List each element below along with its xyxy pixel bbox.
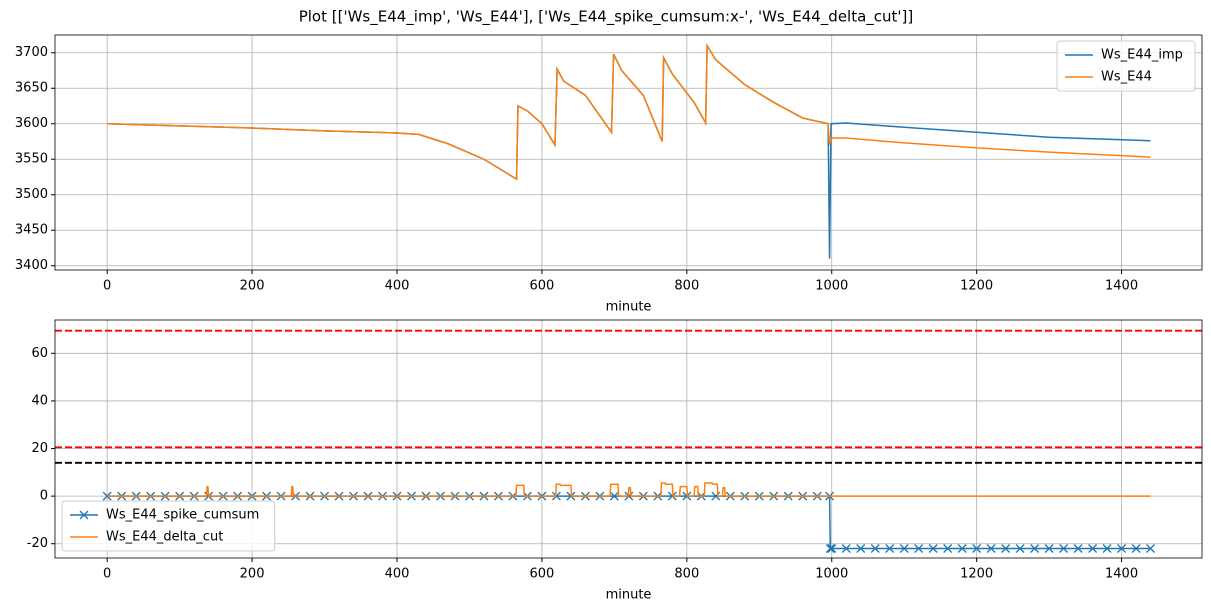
marker bbox=[899, 544, 909, 553]
marker bbox=[1088, 544, 1098, 553]
x-tick-label: 1000 bbox=[815, 279, 848, 294]
series-line bbox=[107, 43, 1151, 259]
y-tick-label: 3450 bbox=[15, 223, 48, 238]
marker bbox=[609, 491, 619, 501]
legend-box bbox=[61, 500, 276, 552]
marker bbox=[856, 544, 866, 553]
series-line bbox=[107, 43, 1151, 181]
x-tick-label: 600 bbox=[529, 567, 554, 582]
x-tick-label: 800 bbox=[674, 567, 699, 582]
y-tick-label: 3550 bbox=[15, 152, 48, 167]
x-tick-label: 400 bbox=[385, 279, 410, 294]
x-tick-label: 0 bbox=[103, 279, 111, 294]
plot-area bbox=[55, 329, 1202, 553]
marker bbox=[1059, 544, 1069, 553]
y-tick-label: 60 bbox=[31, 346, 48, 361]
x-axis-label: minute bbox=[606, 300, 652, 315]
marker bbox=[1015, 544, 1025, 553]
x-tick-label: 600 bbox=[529, 279, 554, 294]
legend-label: Ws_E44_imp bbox=[1101, 48, 1183, 63]
marker bbox=[1044, 544, 1054, 553]
x-tick-label: 200 bbox=[240, 567, 265, 582]
marker bbox=[943, 544, 953, 553]
marker bbox=[1030, 544, 1040, 553]
x-tick-label: 1400 bbox=[1105, 279, 1138, 294]
marker bbox=[914, 544, 924, 553]
legend-marker bbox=[79, 510, 89, 520]
x-axis-label: minute bbox=[606, 588, 652, 603]
marker bbox=[1117, 544, 1127, 553]
x-tick-label: 200 bbox=[240, 279, 265, 294]
y-tick-label: 3700 bbox=[15, 45, 48, 60]
marker bbox=[102, 491, 112, 501]
figure-title: Plot [['Ws_E44_imp', 'Ws_E44'], ['Ws_E44… bbox=[299, 8, 914, 27]
x-tick-label: 1200 bbox=[960, 279, 993, 294]
marker bbox=[1131, 544, 1141, 553]
marker bbox=[827, 544, 837, 553]
marker bbox=[825, 544, 835, 553]
marker bbox=[928, 544, 938, 553]
marker bbox=[870, 544, 880, 553]
legend-label: Ws_E44_spike_cumsum bbox=[106, 508, 259, 523]
legend-box bbox=[1056, 40, 1196, 92]
marker bbox=[972, 544, 982, 553]
y-tick-label: 40 bbox=[31, 393, 48, 408]
x-tick-label: 0 bbox=[103, 567, 111, 582]
y-tick-label: 3500 bbox=[15, 187, 48, 202]
marker bbox=[986, 544, 996, 553]
x-tick-label: 800 bbox=[674, 279, 699, 294]
y-tick-label: 3600 bbox=[15, 116, 48, 131]
y-tick-label: -20 bbox=[27, 536, 48, 551]
axes-frame bbox=[54, 319, 1203, 559]
x-tick-label: 1400 bbox=[1105, 567, 1138, 582]
marker bbox=[957, 544, 967, 553]
y-tick-label: 3400 bbox=[15, 258, 48, 273]
legend-label: Ws_E44_delta_cut bbox=[106, 530, 223, 545]
marker bbox=[1102, 544, 1112, 553]
x-tick-label: 1200 bbox=[960, 567, 993, 582]
marker bbox=[885, 544, 895, 553]
marker bbox=[1073, 544, 1083, 553]
x-tick-label: 1000 bbox=[815, 567, 848, 582]
x-tick-label: 400 bbox=[385, 567, 410, 582]
marker bbox=[841, 544, 851, 553]
y-tick-label: 3650 bbox=[15, 81, 48, 96]
marker bbox=[1146, 544, 1156, 553]
y-tick-label: 0 bbox=[40, 489, 48, 504]
plot-area bbox=[107, 43, 1151, 259]
y-tick-label: 20 bbox=[31, 441, 48, 456]
series-line bbox=[107, 482, 1151, 497]
legend-label: Ws_E44 bbox=[1101, 70, 1152, 85]
marker bbox=[1001, 544, 1011, 553]
axes-frame bbox=[54, 34, 1203, 271]
